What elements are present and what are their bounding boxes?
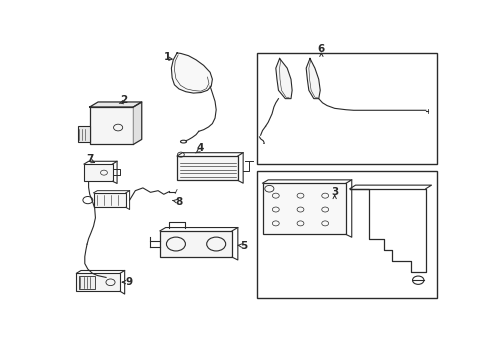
Text: 1: 1 bbox=[164, 52, 171, 62]
Bar bbox=[160, 231, 232, 257]
Text: 5: 5 bbox=[241, 241, 248, 251]
Polygon shape bbox=[172, 53, 212, 93]
Text: 8: 8 bbox=[175, 197, 183, 207]
Bar bbox=[177, 156, 238, 180]
Text: 6: 6 bbox=[318, 44, 325, 54]
Text: 3: 3 bbox=[331, 186, 338, 197]
Bar bbox=[257, 53, 437, 164]
Polygon shape bbox=[306, 58, 320, 99]
Text: 9: 9 bbox=[125, 276, 132, 287]
Text: 2: 2 bbox=[120, 95, 127, 105]
Bar bbox=[90, 107, 133, 144]
Text: 7: 7 bbox=[86, 154, 94, 164]
Polygon shape bbox=[276, 58, 292, 99]
Bar bbox=[76, 273, 120, 291]
Bar bbox=[84, 164, 113, 181]
Bar bbox=[78, 126, 91, 141]
Bar bbox=[263, 183, 346, 234]
Text: 4: 4 bbox=[196, 143, 203, 153]
Bar bbox=[94, 193, 126, 207]
Bar bbox=[79, 276, 95, 288]
Bar bbox=[257, 171, 437, 298]
Polygon shape bbox=[90, 102, 142, 107]
Polygon shape bbox=[133, 102, 142, 144]
